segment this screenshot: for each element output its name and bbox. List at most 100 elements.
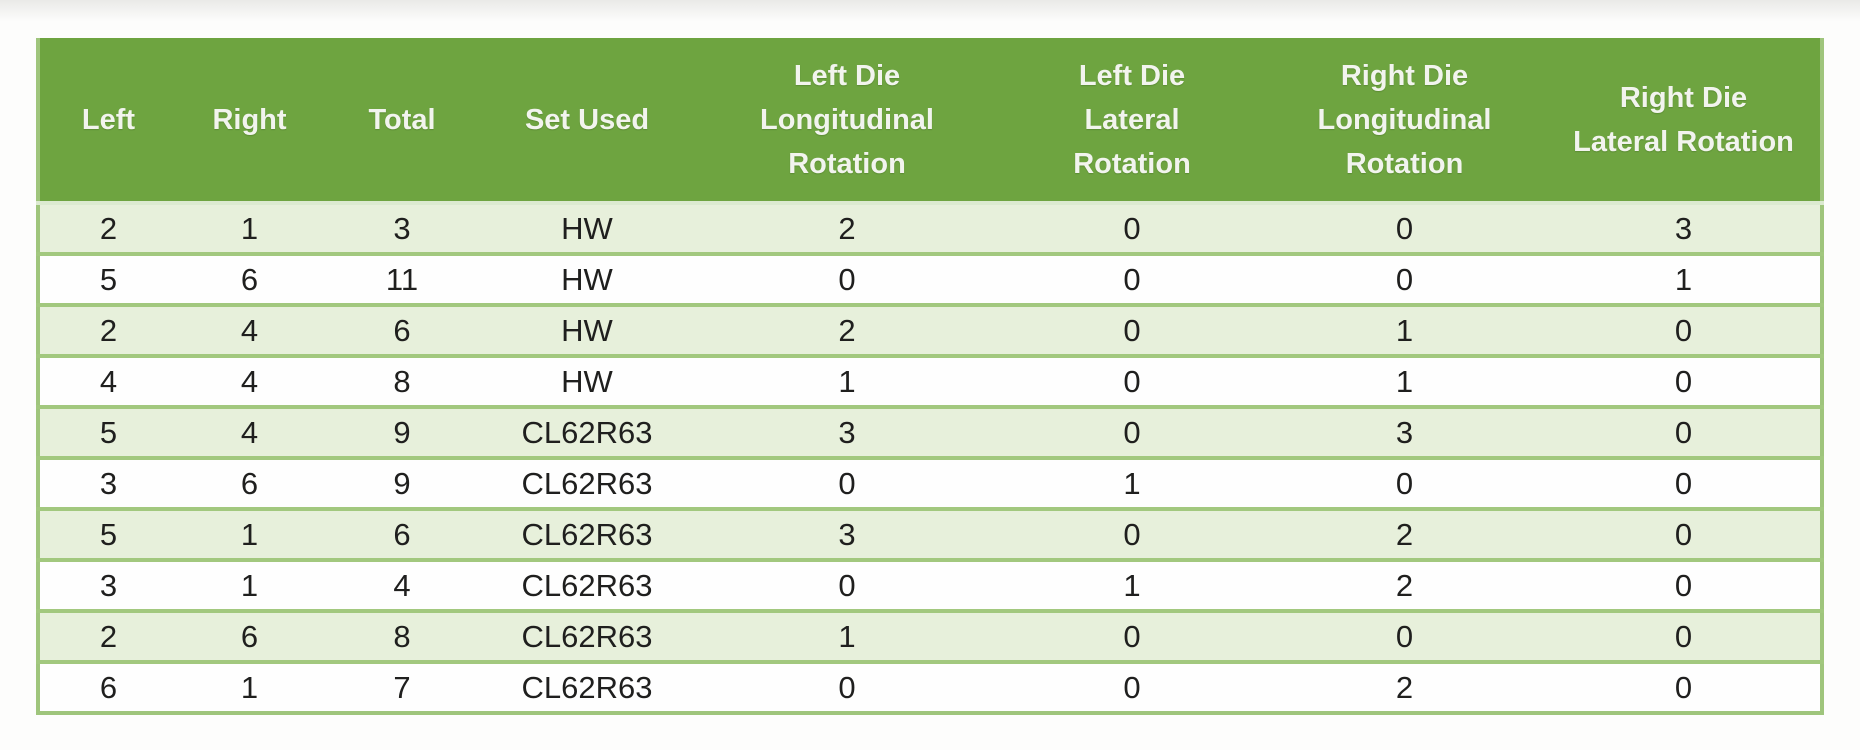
cell-left: 2 — [38, 201, 177, 254]
cell-right-die-longitudinal-rotation: 0 — [1262, 456, 1547, 509]
cell-left-die-lateral-rotation: 0 — [1002, 507, 1262, 560]
cell-right: 1 — [177, 507, 322, 560]
column-header-right-die-longitudinal-rotation: Right Die Longitudinal Rotation — [1262, 38, 1547, 203]
cell-left-die-longitudinal-rotation: 3 — [692, 507, 1002, 560]
cell-left-die-longitudinal-rotation: 0 — [692, 456, 1002, 509]
cell-total: 3 — [322, 201, 482, 254]
cell-left-die-lateral-rotation: 0 — [1002, 609, 1262, 662]
cell-left: 3 — [38, 456, 177, 509]
column-header-left-die-lateral-rotation: Left Die Lateral Rotation — [1002, 38, 1262, 203]
cell-set-used: CL62R63 — [482, 456, 692, 509]
table-row: 5 6 11 HW 0 0 0 1 — [38, 252, 1822, 305]
cell-right-die-lateral-rotation: 3 — [1547, 201, 1822, 254]
cell-total: 11 — [322, 252, 482, 305]
cell-right: 4 — [177, 354, 322, 407]
cell-right-die-longitudinal-rotation: 0 — [1262, 609, 1547, 662]
cell-right-die-lateral-rotation: 0 — [1547, 405, 1822, 458]
column-header-left: Left — [38, 38, 177, 203]
cell-right-die-longitudinal-rotation: 0 — [1262, 201, 1547, 254]
cell-total: 7 — [322, 660, 482, 713]
column-header-right-die-lateral-rotation: Right Die Lateral Rotation — [1547, 38, 1822, 203]
cell-set-used: HW — [482, 303, 692, 356]
cell-total: 9 — [322, 405, 482, 458]
cell-left: 3 — [38, 558, 177, 611]
cell-total: 4 — [322, 558, 482, 611]
column-header-right: Right — [177, 38, 322, 203]
column-header-total: Total — [322, 38, 482, 203]
cell-right-die-longitudinal-rotation: 0 — [1262, 252, 1547, 305]
cell-left-die-longitudinal-rotation: 1 — [692, 354, 1002, 407]
cell-left-die-lateral-rotation: 0 — [1002, 303, 1262, 356]
cell-left: 2 — [38, 303, 177, 356]
cell-set-used: CL62R63 — [482, 507, 692, 560]
cell-left-die-lateral-rotation: 0 — [1002, 660, 1262, 713]
table-row: 5 1 6 CL62R63 3 0 2 0 — [38, 507, 1822, 560]
cell-right-die-longitudinal-rotation: 3 — [1262, 405, 1547, 458]
cell-left-die-longitudinal-rotation: 2 — [692, 201, 1002, 254]
cell-right: 6 — [177, 252, 322, 305]
cell-right-die-longitudinal-rotation: 1 — [1262, 354, 1547, 407]
cell-left-die-lateral-rotation: 0 — [1002, 201, 1262, 254]
table-row: 6 1 7 CL62R63 0 0 2 0 — [38, 660, 1822, 713]
dice-roll-table: Left Right Total Set Used Left Die Longitudi… — [36, 38, 1824, 715]
cell-right: 1 — [177, 660, 322, 713]
dice-roll-table-container: Left Right Total Set Used Left Die Longitudi… — [36, 38, 1824, 715]
cell-left-die-lateral-rotation: 0 — [1002, 354, 1262, 407]
table-header: Left Right Total Set Used Left Die Longitudi… — [38, 38, 1822, 203]
table-row: 3 6 9 CL62R63 0 1 0 0 — [38, 456, 1822, 509]
cell-right: 1 — [177, 558, 322, 611]
cell-left: 5 — [38, 252, 177, 305]
cell-set-used: CL62R63 — [482, 660, 692, 713]
cell-left-die-lateral-rotation: 1 — [1002, 558, 1262, 611]
cell-total: 9 — [322, 456, 482, 509]
cell-left: 5 — [38, 507, 177, 560]
cell-left-die-longitudinal-rotation: 0 — [692, 660, 1002, 713]
cell-right-die-lateral-rotation: 0 — [1547, 609, 1822, 662]
cell-right-die-lateral-rotation: 0 — [1547, 558, 1822, 611]
cell-right-die-longitudinal-rotation: 2 — [1262, 507, 1547, 560]
cell-right: 6 — [177, 456, 322, 509]
cell-total: 8 — [322, 354, 482, 407]
cell-left-die-longitudinal-rotation: 3 — [692, 405, 1002, 458]
cell-right-die-lateral-rotation: 1 — [1547, 252, 1822, 305]
cell-right-die-lateral-rotation: 0 — [1547, 303, 1822, 356]
table-row: 2 4 6 HW 2 0 1 0 — [38, 303, 1822, 356]
cell-left-die-longitudinal-rotation: 0 — [692, 558, 1002, 611]
cell-left: 6 — [38, 660, 177, 713]
cell-set-used: CL62R63 — [482, 405, 692, 458]
cell-set-used: HW — [482, 252, 692, 305]
table-row: 2 1 3 HW 2 0 0 3 — [38, 201, 1822, 254]
cell-right: 4 — [177, 405, 322, 458]
table-body: 2 1 3 HW 2 0 0 3 5 6 11 HW 0 0 0 1 2 4 6 HW 2 0 1 0 4 4 8 HW 1 0 1 0 5 4 9… — [38, 201, 1822, 713]
cell-left: 5 — [38, 405, 177, 458]
cell-right-die-lateral-rotation: 0 — [1547, 660, 1822, 713]
cell-set-used: HW — [482, 201, 692, 254]
cell-right-die-longitudinal-rotation: 2 — [1262, 660, 1547, 713]
table-row: 2 6 8 CL62R63 1 0 0 0 — [38, 609, 1822, 662]
cell-left-die-lateral-rotation: 1 — [1002, 456, 1262, 509]
cell-left-die-lateral-rotation: 0 — [1002, 405, 1262, 458]
cell-left: 2 — [38, 609, 177, 662]
cell-right: 6 — [177, 609, 322, 662]
cell-right-die-longitudinal-rotation: 1 — [1262, 303, 1547, 356]
cell-left-die-longitudinal-rotation: 2 — [692, 303, 1002, 356]
cell-right: 1 — [177, 201, 322, 254]
header-row: Left Right Total Set Used Left Die Longitudi… — [38, 38, 1822, 203]
cell-left-die-longitudinal-rotation: 1 — [692, 609, 1002, 662]
cell-right-die-lateral-rotation: 0 — [1547, 507, 1822, 560]
table-row: 3 1 4 CL62R63 0 1 2 0 — [38, 558, 1822, 611]
cell-total: 6 — [322, 507, 482, 560]
cell-left: 4 — [38, 354, 177, 407]
cell-right-die-longitudinal-rotation: 2 — [1262, 558, 1547, 611]
column-header-left-die-longitudinal-rotation: Left Die Longitudinal Rotation — [692, 38, 1002, 203]
cell-right-die-lateral-rotation: 0 — [1547, 456, 1822, 509]
column-header-set-used: Set Used — [482, 38, 692, 203]
table-row: 4 4 8 HW 1 0 1 0 — [38, 354, 1822, 407]
cell-right-die-lateral-rotation: 0 — [1547, 354, 1822, 407]
cell-right: 4 — [177, 303, 322, 356]
cell-left-die-lateral-rotation: 0 — [1002, 252, 1262, 305]
table-row: 5 4 9 CL62R63 3 0 3 0 — [38, 405, 1822, 458]
cell-left-die-longitudinal-rotation: 0 — [692, 252, 1002, 305]
cell-total: 8 — [322, 609, 482, 662]
